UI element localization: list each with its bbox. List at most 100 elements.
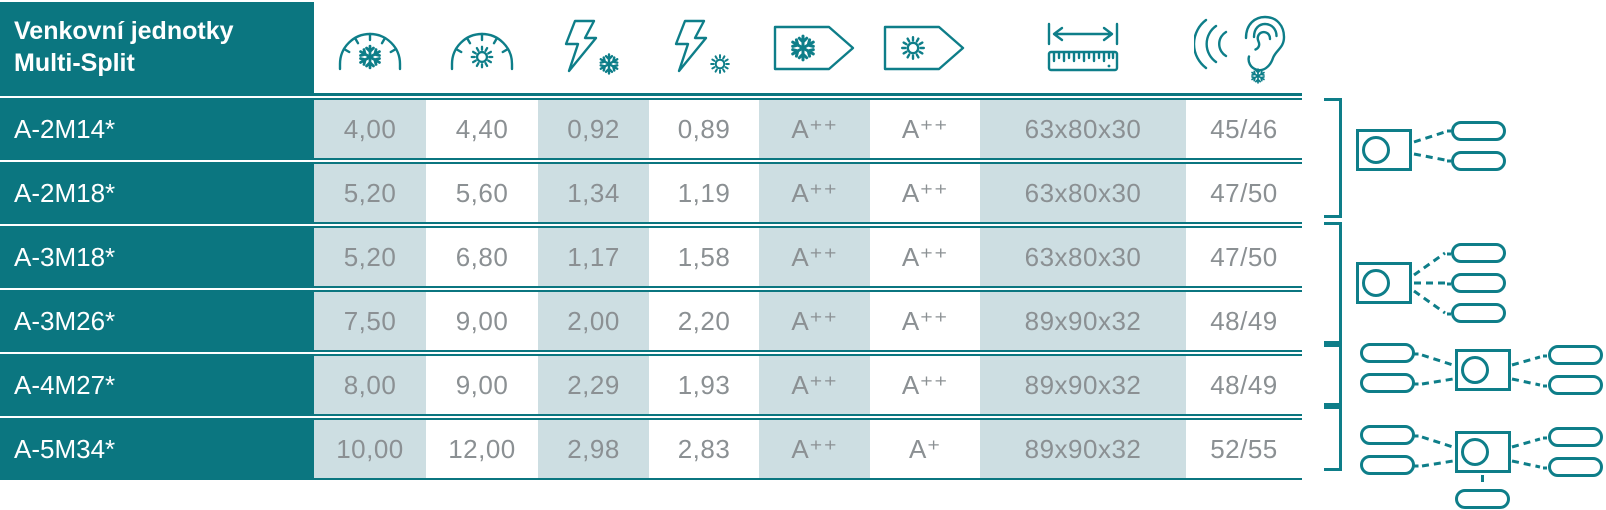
- cell-noise-level: 48/49: [1186, 354, 1302, 416]
- model-label: A-3M26*: [0, 290, 314, 352]
- outdoor-unit-icon: [1356, 262, 1412, 304]
- cell-energy-class-cooling: A⁺⁺: [759, 290, 870, 352]
- cell-power-input-heating: 2,20: [649, 290, 759, 352]
- indoor-unit-icon: [1548, 457, 1603, 477]
- indoor-unit-icon: [1548, 427, 1603, 447]
- cell-energy-class-cooling: A⁺⁺: [759, 418, 870, 480]
- cell-noise-level: 48/49: [1186, 290, 1302, 352]
- indoor-unit-icon: [1548, 375, 1603, 395]
- table-row: A-5M34* 10,00 12,00 2,98 2,83 A⁺⁺ A⁺ 89x…: [0, 418, 1302, 480]
- title-line-2: Multi-Split: [14, 48, 135, 77]
- column-header-cooling-capacity: [314, 2, 426, 96]
- cell-energy-class-heating: A⁺⁺: [870, 354, 980, 416]
- gauge-snowflake-icon: [338, 32, 402, 70]
- cell-heating-capacity: 9,00: [426, 354, 538, 416]
- column-header-energy-class-heating: [870, 2, 980, 96]
- indoor-unit-icon: [1360, 343, 1415, 363]
- energy-label-sun-icon: [883, 25, 965, 70]
- cell-power-input-heating: 1,58: [649, 226, 759, 288]
- ear-snowflake-icon: [1194, 15, 1286, 84]
- diagram-5-indoor-units: [1360, 425, 1603, 509]
- cell-power-input-cooling: 0,92: [538, 98, 649, 160]
- bracket-5-unit-model: [1324, 406, 1342, 471]
- diagram-4-indoor-units: [1360, 343, 1603, 395]
- cell-noise-level: 47/50: [1186, 162, 1302, 224]
- indoor-unit-icon: [1360, 455, 1415, 475]
- cell-heating-capacity: 6,80: [426, 226, 538, 288]
- cell-power-input-cooling: 1,17: [538, 226, 649, 288]
- ruler-icon: [1047, 22, 1119, 71]
- cell-noise-level: 45/46: [1186, 98, 1302, 160]
- cell-noise-level: 52/55: [1186, 418, 1302, 480]
- diagram-2-indoor-units: [1356, 121, 1506, 171]
- indoor-unit-icon: [1360, 373, 1415, 393]
- indoor-unit-icon: [1451, 273, 1506, 293]
- cell-energy-class-cooling: A⁺⁺: [759, 226, 870, 288]
- cell-power-input-heating: 0,89: [649, 98, 759, 160]
- cell-cooling-capacity: 5,20: [314, 226, 426, 288]
- table-row: A-3M18* 5,20 6,80 1,17 1,58 A⁺⁺ A⁺⁺ 63x8…: [0, 226, 1302, 288]
- outdoor-unit-icon: [1356, 129, 1412, 171]
- indoor-unit-icon: [1451, 243, 1506, 263]
- page-title: Venkovní jednotky Multi-Split: [0, 2, 314, 96]
- column-header-energy-class-cooling: [759, 2, 870, 96]
- cell-power-input-heating: 1,19: [649, 162, 759, 224]
- cell-power-input-cooling: 2,98: [538, 418, 649, 480]
- diagram-3-indoor-units: [1356, 243, 1506, 323]
- outdoor-unit-icon: [1455, 431, 1511, 473]
- cell-energy-class-heating: A⁺⁺: [870, 98, 980, 160]
- gauge-sun-icon: [450, 32, 514, 72]
- lightning-snowflake-icon: [564, 19, 624, 77]
- cell-heating-capacity: 12,00: [426, 418, 538, 480]
- cell-heating-capacity: 5,60: [426, 162, 538, 224]
- cell-cooling-capacity: 8,00: [314, 354, 426, 416]
- cell-power-input-heating: 2,83: [649, 418, 759, 480]
- cell-heating-capacity: 9,00: [426, 290, 538, 352]
- cell-cooling-capacity: 5,20: [314, 162, 426, 224]
- cell-cooling-capacity: 7,50: [314, 290, 426, 352]
- model-label: A-2M18*: [0, 162, 314, 224]
- cell-power-input-cooling: 2,29: [538, 354, 649, 416]
- model-label: A-4M27*: [0, 354, 314, 416]
- bracket-3-unit-models: [1324, 222, 1342, 344]
- cell-energy-class-cooling: A⁺⁺: [759, 162, 870, 224]
- cell-dimensions: 89x90x32: [980, 418, 1186, 480]
- lightning-sun-icon: [674, 19, 734, 77]
- table-row: A-2M14* 4,00 4,40 0,92 0,89 A⁺⁺ A⁺⁺ 63x8…: [0, 98, 1302, 160]
- title-line-1: Venkovní jednotky: [14, 17, 234, 45]
- table-row: A-3M26* 7,50 9,00 2,00 2,20 A⁺⁺ A⁺⁺ 89x9…: [0, 290, 1302, 352]
- indoor-unit-icon: [1360, 425, 1415, 445]
- spec-table: Venkovní jednotky Multi-Split: [0, 2, 1302, 480]
- cell-energy-class-heating: A⁺⁺: [870, 290, 980, 352]
- cell-dimensions: 63x80x30: [980, 226, 1186, 288]
- cell-dimensions: 89x90x32: [980, 290, 1186, 352]
- cell-dimensions: 63x80x30: [980, 162, 1186, 224]
- column-header-power-input-heating: [649, 2, 759, 96]
- table-row: A-4M27* 8,00 9,00 2,29 1,93 A⁺⁺ A⁺⁺ 89x9…: [0, 354, 1302, 416]
- cell-dimensions: 89x90x32: [980, 354, 1186, 416]
- cell-power-input-cooling: 2,00: [538, 290, 649, 352]
- indoor-unit-icon: [1451, 303, 1506, 323]
- column-header-power-input-cooling: [538, 2, 649, 96]
- cell-energy-class-heating: A⁺⁺: [870, 162, 980, 224]
- cell-heating-capacity: 4,40: [426, 98, 538, 160]
- model-label: A-5M34*: [0, 418, 314, 480]
- indoor-unit-icon: [1451, 121, 1506, 141]
- energy-label-snowflake-icon: [773, 25, 854, 70]
- column-header-heating-capacity: [426, 2, 538, 96]
- column-header-noise-level: [1186, 2, 1302, 96]
- cell-cooling-capacity: 10,00: [314, 418, 426, 480]
- table-row: A-2M18* 5,20 5,60 1,34 1,19 A⁺⁺ A⁺⁺ 63x8…: [0, 162, 1302, 224]
- indoor-unit-icon: [1451, 151, 1506, 171]
- model-label: A-2M14*: [0, 98, 314, 160]
- cell-energy-class-cooling: A⁺⁺: [759, 354, 870, 416]
- column-header-dimensions: [980, 2, 1186, 96]
- header-row: Venkovní jednotky Multi-Split: [0, 2, 1302, 96]
- cell-energy-class-heating: A⁺: [870, 418, 980, 480]
- cell-dimensions: 63x80x30: [980, 98, 1186, 160]
- cell-energy-class-heating: A⁺⁺: [870, 226, 980, 288]
- outdoor-unit-icon: [1455, 349, 1511, 391]
- indoor-unit-icon: [1455, 489, 1510, 509]
- cell-cooling-capacity: 4,00: [314, 98, 426, 160]
- cell-power-input-cooling: 1,34: [538, 162, 649, 224]
